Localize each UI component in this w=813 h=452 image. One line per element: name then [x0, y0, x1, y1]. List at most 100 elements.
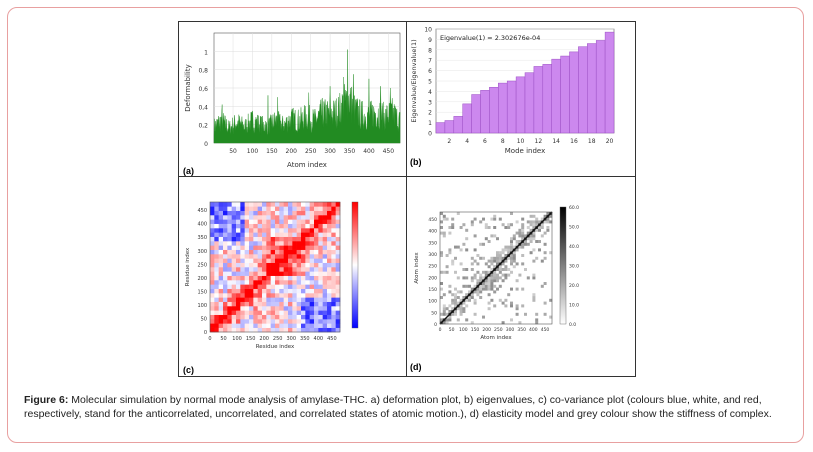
y-tick-label: 0 [428, 131, 432, 138]
stiffness-cell [549, 315, 553, 319]
covariance-cell [296, 288, 302, 294]
covariance-cell [322, 258, 328, 263]
stiffness-cell [515, 262, 519, 266]
covariance-cell [331, 210, 336, 216]
stiffness-cell [549, 251, 553, 255]
stiffness-cell [518, 234, 522, 238]
covariance-cell [231, 262, 237, 268]
covariance-cell [275, 219, 280, 224]
covariance-cell [236, 262, 241, 268]
covariance-cell [279, 297, 284, 302]
covariance-cell [301, 258, 306, 263]
covariance-cell [327, 314, 332, 320]
covariance-cell [240, 319, 245, 324]
stiffness-cell [448, 315, 452, 319]
covariance-cell [305, 314, 310, 320]
covariance-cell [292, 258, 297, 263]
covariance-cell [283, 223, 289, 229]
stiffness-cell [484, 223, 488, 227]
covariance-cell [223, 284, 228, 289]
stiffness-cell [442, 293, 446, 297]
covariance-cell [327, 306, 332, 311]
stiffness-cell [487, 293, 491, 297]
covariance-cell [288, 202, 293, 207]
covariance-cell [231, 293, 237, 298]
covariance-cell [309, 236, 315, 242]
covariance-cell [296, 327, 302, 333]
covariance-cell [210, 319, 215, 324]
eigenvalue-bar [578, 46, 588, 134]
stiffness-cell [543, 242, 547, 246]
covariance-cell [240, 293, 245, 298]
covariance-cell [231, 301, 237, 307]
covariance-cell [214, 219, 219, 224]
stiffness-cell [482, 315, 485, 319]
covariance-cell [283, 245, 289, 250]
stiffness-cell [459, 307, 463, 311]
covariance-cell [236, 245, 241, 250]
covariance-cell [288, 228, 293, 233]
covariance-cell [292, 219, 297, 224]
covariance-cell [331, 293, 336, 298]
covariance-cell [318, 284, 323, 289]
covariance-cell [327, 323, 332, 328]
covariance-cell [322, 254, 328, 259]
covariance-cell [279, 288, 284, 294]
eigenvalue-bar [542, 64, 552, 134]
covariance-cell [227, 275, 232, 281]
covariance-cell [210, 297, 215, 302]
covariance-cell [322, 232, 328, 237]
covariance-cell [318, 258, 323, 263]
x-tick-label: 0 [208, 336, 211, 342]
covariance-cell [322, 262, 328, 268]
covariance-cell [218, 219, 224, 224]
covariance-cell [270, 258, 276, 263]
covariance-cell [318, 314, 323, 320]
covariance-cell [301, 280, 306, 285]
covariance-cell [223, 241, 228, 246]
covariance-cell [262, 258, 267, 263]
covariance-cell [270, 228, 276, 233]
covariance-cell [266, 241, 271, 246]
covariance-cell [227, 280, 232, 285]
covariance-cell [296, 280, 302, 285]
covariance-cell [257, 271, 263, 276]
covariance-cell [318, 271, 323, 276]
stiffness-cell [454, 301, 457, 305]
covariance-cell [210, 327, 215, 333]
stiffness-cell [468, 290, 471, 294]
covariance-cell [327, 241, 332, 246]
covariance-cell [214, 202, 219, 207]
covariance-cell [318, 249, 323, 255]
covariance-cell [236, 310, 241, 315]
stiffness-cell [470, 276, 474, 280]
covariance-cell [314, 310, 319, 315]
stiffness-cell [510, 262, 513, 266]
covariance-cell [270, 215, 276, 220]
y-tick-label: 50 [201, 316, 207, 322]
covariance-cell [214, 271, 219, 276]
covariance-cell [292, 223, 297, 229]
covariance-cell [305, 262, 310, 268]
covariance-cell [327, 288, 332, 294]
covariance-cell [210, 310, 215, 315]
covariance-cell [262, 228, 267, 233]
covariance-cell [283, 271, 289, 276]
plot-frame [209, 201, 341, 333]
covariance-cell [223, 275, 228, 281]
stiffness-cell [496, 254, 499, 257]
covariance-cell [262, 202, 267, 207]
covariance-cell [314, 323, 319, 328]
covariance-cell [296, 284, 302, 289]
covariance-cell [249, 306, 254, 311]
stiffness-cell [440, 251, 443, 255]
stiffness-cell [493, 290, 497, 294]
covariance-cell [231, 319, 237, 324]
covariance-cell [296, 323, 302, 328]
covariance-cell [249, 258, 254, 263]
stiffness-cell [445, 312, 449, 316]
stiffness-cell [529, 251, 533, 255]
stiffness-cell [470, 279, 474, 283]
covariance-cell [322, 241, 328, 246]
stiffness-cell [442, 310, 446, 313]
